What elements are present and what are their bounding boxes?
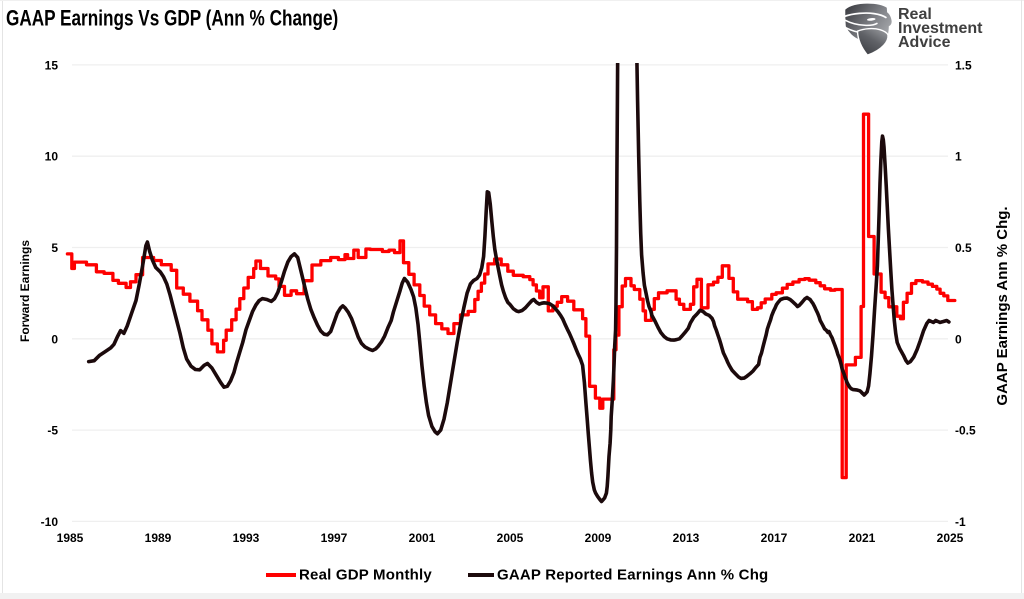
svg-text:2001: 2001: [409, 531, 436, 545]
svg-text:1989: 1989: [145, 531, 172, 545]
svg-text:1997: 1997: [321, 531, 348, 545]
svg-text:1.5: 1.5: [955, 58, 972, 72]
svg-text:0: 0: [955, 332, 962, 346]
svg-text:GAAP Earnings Ann % Chg.: GAAP Earnings Ann % Chg.: [994, 206, 1011, 405]
svg-text:2025: 2025: [937, 531, 964, 545]
svg-text:2013: 2013: [673, 531, 700, 545]
svg-text:5: 5: [51, 241, 58, 255]
svg-text:GAAP Reported Earnings Ann % C: GAAP Reported Earnings Ann % Chg: [497, 567, 768, 584]
svg-text:-1: -1: [955, 515, 966, 529]
svg-text:-0.5: -0.5: [955, 424, 976, 438]
svg-text:-5: -5: [47, 424, 58, 438]
svg-text:0.5: 0.5: [955, 241, 972, 255]
svg-text:Forward Earnings: Forward Earnings: [18, 240, 32, 342]
svg-text:1985: 1985: [57, 531, 84, 545]
svg-text:10: 10: [45, 150, 59, 164]
svg-text:2021: 2021: [849, 531, 876, 545]
svg-text:15: 15: [45, 58, 59, 72]
svg-text:1993: 1993: [233, 531, 260, 545]
svg-text:1: 1: [955, 150, 962, 164]
svg-text:2017: 2017: [761, 531, 788, 545]
svg-text:-10: -10: [41, 515, 59, 529]
svg-text:Real GDP Monthly: Real GDP Monthly: [299, 567, 432, 584]
svg-text:2005: 2005: [497, 531, 524, 545]
svg-text:Investment: Investment: [898, 20, 983, 37]
svg-text:GAAP Earnings Vs GDP (Ann % Ch: GAAP Earnings Vs GDP (Ann % Change): [6, 7, 338, 32]
svg-text:0: 0: [51, 332, 58, 346]
svg-text:Advice: Advice: [898, 34, 951, 51]
svg-text:2009: 2009: [585, 531, 612, 545]
svg-text:Real: Real: [898, 6, 932, 23]
